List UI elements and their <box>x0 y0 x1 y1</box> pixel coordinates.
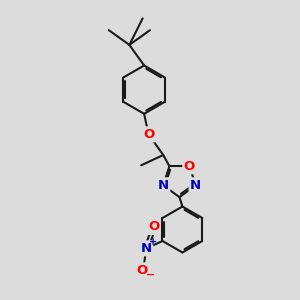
Text: +: + <box>149 237 157 247</box>
Text: N: N <box>158 179 169 192</box>
Text: O: O <box>143 128 154 141</box>
Text: N: N <box>190 179 201 192</box>
Text: N: N <box>141 242 152 255</box>
Text: O: O <box>137 264 148 277</box>
Text: O: O <box>184 160 195 173</box>
Text: −: − <box>146 270 155 280</box>
Text: O: O <box>148 220 159 233</box>
